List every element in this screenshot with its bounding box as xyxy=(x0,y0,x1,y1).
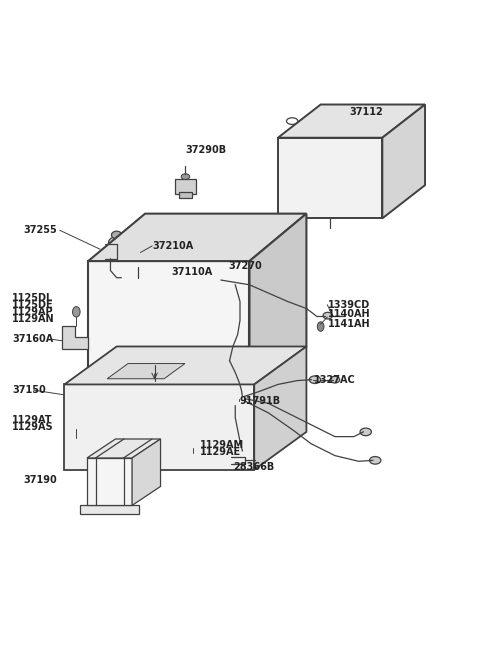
Ellipse shape xyxy=(72,419,80,429)
Ellipse shape xyxy=(245,218,254,225)
Ellipse shape xyxy=(94,297,111,310)
Text: 37112: 37112 xyxy=(349,107,383,117)
Text: 91791B: 91791B xyxy=(240,396,281,406)
Ellipse shape xyxy=(238,451,247,458)
Ellipse shape xyxy=(168,297,185,310)
Ellipse shape xyxy=(317,322,324,331)
Ellipse shape xyxy=(119,332,136,345)
Text: 37190: 37190 xyxy=(24,476,57,485)
Text: 1140AH: 1140AH xyxy=(328,309,371,319)
Text: 28366B: 28366B xyxy=(233,462,274,472)
Ellipse shape xyxy=(360,428,372,436)
Polygon shape xyxy=(62,326,88,349)
Polygon shape xyxy=(278,105,425,138)
Text: 37110A: 37110A xyxy=(171,267,213,276)
Text: 1129AP: 1129AP xyxy=(12,307,54,317)
Ellipse shape xyxy=(146,273,158,287)
Ellipse shape xyxy=(217,297,234,310)
Bar xyxy=(175,179,196,194)
Polygon shape xyxy=(107,364,185,379)
Ellipse shape xyxy=(236,396,241,402)
Ellipse shape xyxy=(192,332,210,345)
Text: 1129AE: 1129AE xyxy=(200,447,241,457)
Text: 37160A: 37160A xyxy=(12,334,53,345)
Ellipse shape xyxy=(143,332,160,345)
Text: 37270: 37270 xyxy=(228,261,262,271)
Ellipse shape xyxy=(64,330,71,335)
Ellipse shape xyxy=(78,341,84,346)
Ellipse shape xyxy=(143,297,160,310)
Text: 1125DE: 1125DE xyxy=(12,300,54,310)
Polygon shape xyxy=(87,458,132,506)
Bar xyxy=(179,193,192,198)
Bar xyxy=(80,506,139,514)
Text: 1339CD: 1339CD xyxy=(328,300,370,310)
Polygon shape xyxy=(132,439,160,506)
Text: 1129AS: 1129AS xyxy=(12,422,54,432)
Ellipse shape xyxy=(224,394,232,399)
Ellipse shape xyxy=(108,237,125,248)
Bar xyxy=(288,175,373,199)
Polygon shape xyxy=(383,105,425,218)
Text: 37150: 37150 xyxy=(12,385,46,395)
Ellipse shape xyxy=(132,250,144,267)
Text: 1129AN: 1129AN xyxy=(12,314,55,324)
Polygon shape xyxy=(88,214,306,261)
Text: 1141AH: 1141AH xyxy=(328,319,371,329)
Polygon shape xyxy=(64,384,254,470)
Text: 1327AC: 1327AC xyxy=(313,375,355,384)
Ellipse shape xyxy=(119,297,136,310)
Ellipse shape xyxy=(189,440,196,448)
Text: 37290B: 37290B xyxy=(185,145,227,155)
Ellipse shape xyxy=(217,332,234,345)
Text: 1129AM: 1129AM xyxy=(200,440,244,450)
Text: 1125DL: 1125DL xyxy=(12,293,53,303)
Ellipse shape xyxy=(233,392,244,405)
Ellipse shape xyxy=(192,297,210,310)
Ellipse shape xyxy=(72,307,80,317)
Polygon shape xyxy=(64,346,306,384)
Ellipse shape xyxy=(211,273,217,280)
Polygon shape xyxy=(87,439,160,458)
Text: 37210A: 37210A xyxy=(152,241,193,251)
Ellipse shape xyxy=(135,254,141,263)
Polygon shape xyxy=(254,346,306,470)
Ellipse shape xyxy=(149,276,155,284)
Bar xyxy=(84,392,230,458)
Polygon shape xyxy=(250,214,306,394)
Text: 37255: 37255 xyxy=(24,225,57,235)
Ellipse shape xyxy=(94,332,111,345)
Ellipse shape xyxy=(242,223,257,233)
Ellipse shape xyxy=(168,332,185,345)
Ellipse shape xyxy=(208,269,220,284)
Ellipse shape xyxy=(309,376,321,383)
Ellipse shape xyxy=(370,457,381,464)
Ellipse shape xyxy=(181,174,190,179)
Text: 1129AT: 1129AT xyxy=(12,415,53,425)
Polygon shape xyxy=(88,261,250,394)
Polygon shape xyxy=(278,138,383,218)
Ellipse shape xyxy=(330,377,340,383)
Ellipse shape xyxy=(323,312,333,319)
Ellipse shape xyxy=(111,231,122,239)
